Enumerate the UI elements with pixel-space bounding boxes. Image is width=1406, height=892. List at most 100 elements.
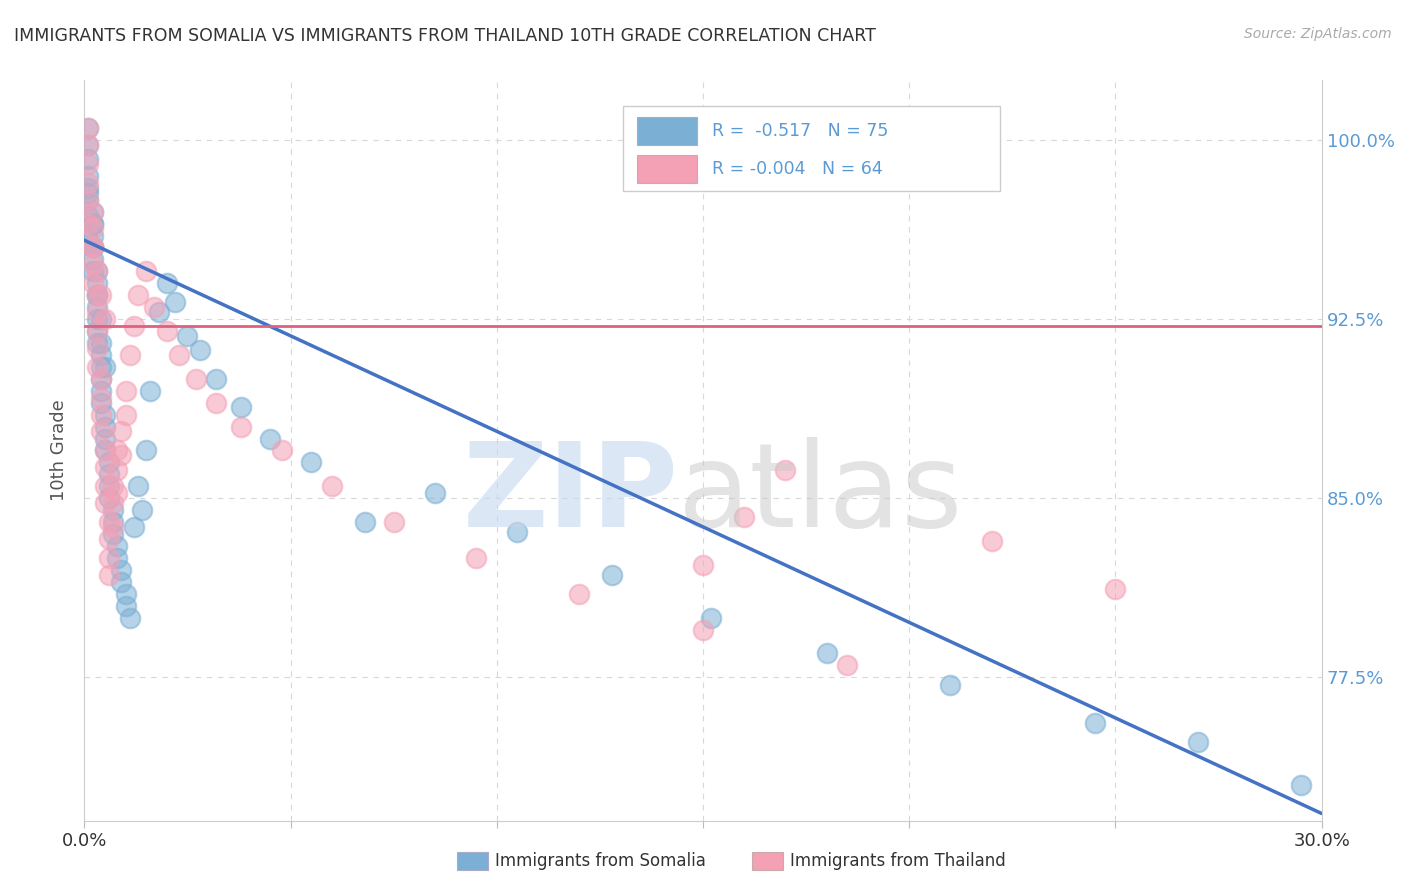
Point: [82, 252, 104, 267]
Point: [110, 574, 132, 589]
Point: [77, 193, 100, 207]
Point: [692, 623, 714, 637]
Point: [82, 277, 104, 291]
Point: [90, 408, 112, 422]
Point: [90, 372, 112, 386]
Point: [600, 567, 623, 582]
FancyBboxPatch shape: [637, 155, 697, 183]
Point: [506, 524, 529, 539]
Point: [82, 217, 104, 231]
Point: [77, 121, 100, 136]
Point: [110, 425, 132, 439]
Point: [98, 491, 121, 506]
Point: [98, 467, 121, 482]
Point: [82, 240, 104, 254]
Point: [86, 305, 108, 319]
Point: [82, 264, 104, 278]
Point: [188, 343, 211, 358]
Point: [465, 550, 488, 565]
Point: [139, 384, 162, 398]
Point: [86, 312, 108, 326]
Text: IMMIGRANTS FROM SOMALIA VS IMMIGRANTS FROM THAILAND 10TH GRADE CORRELATION CHART: IMMIGRANTS FROM SOMALIA VS IMMIGRANTS FR…: [14, 27, 876, 45]
Point: [127, 479, 149, 493]
Point: [94, 312, 117, 326]
Point: [90, 384, 112, 398]
Point: [205, 372, 228, 386]
Point: [90, 395, 112, 409]
Point: [94, 419, 117, 434]
Point: [77, 193, 100, 207]
Point: [82, 240, 104, 254]
Point: [103, 496, 125, 510]
Point: [90, 372, 112, 386]
Point: [86, 324, 108, 338]
Point: [90, 348, 112, 362]
Point: [86, 359, 108, 374]
Point: [692, 558, 714, 573]
Text: R = -0.004   N = 64: R = -0.004 N = 64: [711, 161, 883, 178]
Point: [77, 169, 100, 183]
Point: [122, 319, 145, 334]
Point: [103, 520, 125, 534]
Point: [94, 460, 117, 475]
Text: R =  -0.517   N = 75: R = -0.517 N = 75: [711, 122, 889, 140]
Point: [259, 432, 281, 446]
Point: [103, 527, 125, 541]
Point: [82, 240, 104, 254]
Point: [90, 425, 112, 439]
Point: [229, 401, 252, 415]
Point: [114, 384, 136, 398]
Point: [77, 176, 100, 190]
Point: [700, 610, 723, 624]
Point: [118, 610, 141, 624]
Point: [86, 264, 108, 278]
Point: [568, 587, 591, 601]
Point: [82, 228, 104, 243]
Point: [86, 336, 108, 351]
Point: [90, 312, 112, 326]
Point: [77, 157, 100, 171]
Point: [98, 515, 121, 529]
Point: [86, 277, 108, 291]
Point: [77, 233, 100, 247]
Point: [94, 443, 117, 458]
Text: atlas: atlas: [678, 437, 963, 552]
Point: [103, 515, 125, 529]
Point: [103, 503, 125, 517]
Point: [156, 324, 179, 338]
Point: [77, 152, 100, 166]
Point: [90, 391, 112, 405]
Point: [98, 479, 121, 493]
Point: [77, 180, 100, 194]
Point: [353, 515, 375, 529]
Point: [299, 455, 322, 469]
Point: [82, 204, 104, 219]
Point: [775, 462, 797, 476]
Point: [156, 277, 179, 291]
Point: [94, 359, 117, 374]
Point: [86, 288, 108, 302]
Point: [105, 550, 128, 565]
Point: [86, 324, 108, 338]
Point: [82, 204, 104, 219]
Point: [98, 567, 121, 582]
Point: [176, 328, 198, 343]
Point: [98, 455, 121, 469]
Point: [110, 448, 132, 462]
Point: [122, 520, 145, 534]
Point: [127, 288, 149, 302]
Point: [110, 563, 132, 577]
Point: [271, 443, 294, 458]
Point: [77, 121, 100, 136]
Text: Source: ZipAtlas.com: Source: ZipAtlas.com: [1244, 27, 1392, 41]
Point: [86, 341, 108, 355]
Point: [77, 217, 100, 231]
Point: [94, 479, 117, 493]
Point: [105, 443, 128, 458]
Point: [86, 288, 108, 302]
Point: [733, 510, 755, 524]
Point: [90, 288, 112, 302]
Point: [77, 137, 100, 152]
Point: [82, 257, 104, 271]
Point: [184, 372, 207, 386]
